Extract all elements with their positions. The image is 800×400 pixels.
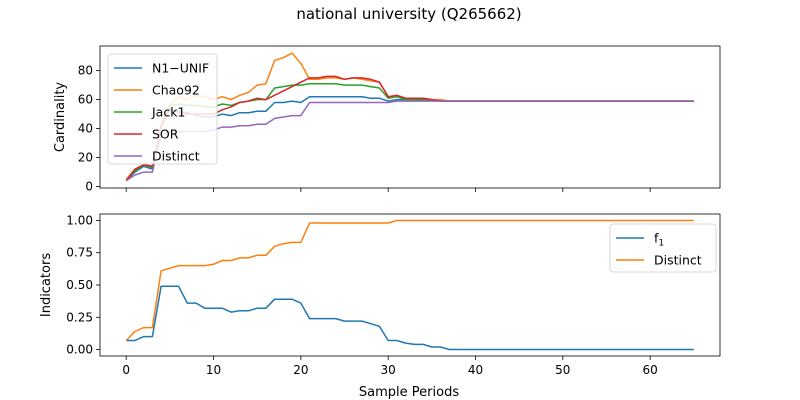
legend-entry: Chao92 xyxy=(152,83,200,98)
legend: N1−UNIF Chao92 Jack1 SOR Distinct xyxy=(107,53,218,165)
legend-entry: f1 xyxy=(654,231,664,249)
series-line-f xyxy=(126,285,694,351)
y-tick-label: 80 xyxy=(78,64,93,78)
legend-entry: Distinct xyxy=(654,253,702,268)
x-tick-label: 30 xyxy=(381,363,396,377)
legend-entry: N1−UNIF xyxy=(152,61,209,76)
legend-box xyxy=(107,53,218,165)
x-tick-label: 50 xyxy=(555,363,570,377)
y-tick-label: 0 xyxy=(85,180,93,194)
y-tick-label: 0.25 xyxy=(66,310,93,324)
legend: f1 Distinct xyxy=(609,223,717,273)
legend-entry-subscript: 1 xyxy=(658,239,664,249)
x-axis-label: Sample Periods xyxy=(359,385,459,400)
y-tick-label: 0.75 xyxy=(66,246,93,260)
chart-title: national university (Q265662) xyxy=(296,5,521,23)
indicators-panel: 0 10 20 30 40 50 60 0.00 0.25 0.50 0.75 1.00 Indicat… xyxy=(39,213,721,377)
x-tick-label: 10 xyxy=(206,363,221,377)
y-tick-label: 20 xyxy=(78,151,93,165)
y-tick-label: 1.00 xyxy=(66,213,93,227)
y-tick-label: 40 xyxy=(78,122,93,136)
plot-frame xyxy=(99,45,721,189)
y-tick-label: 60 xyxy=(78,93,93,107)
x-tick-label: 0 xyxy=(122,363,130,377)
x-tick-label: 40 xyxy=(468,363,483,377)
y-axis-label: Indicators xyxy=(39,253,54,317)
x-tick-label: 60 xyxy=(643,363,658,377)
legend-entry: Jack1 xyxy=(151,105,185,120)
cardinality-panel: 0 20 40 60 80 Cardinality N1−UNIF Chao92 Jack1 SO… xyxy=(53,45,721,194)
y-tick-label: 0.00 xyxy=(66,343,93,357)
series-line-distinct xyxy=(125,219,694,342)
legend-entry: SOR xyxy=(152,127,179,142)
legend-entry: Distinct xyxy=(152,149,200,164)
y-axis-label: Cardinality xyxy=(53,82,68,153)
y-tick-label: 0.50 xyxy=(66,278,93,292)
x-tick-label: 20 xyxy=(293,363,308,377)
